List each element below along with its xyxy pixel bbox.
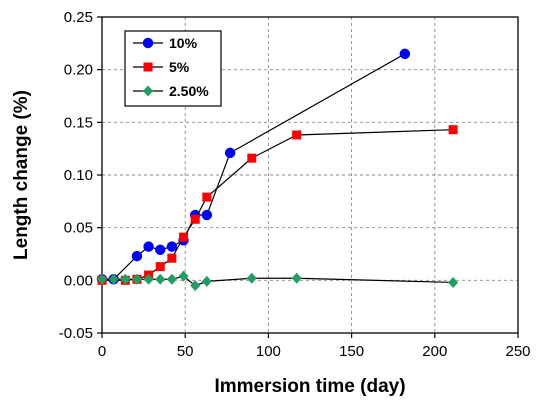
- series-2-50pct: [97, 270, 459, 292]
- diamond-marker: [120, 273, 131, 285]
- square-marker: [155, 262, 165, 272]
- diamond-marker: [143, 273, 154, 285]
- y-tick-label: 0.10: [64, 167, 93, 184]
- y-tick-label: 0.25: [64, 9, 93, 26]
- x-tick-label: 50: [177, 343, 194, 360]
- diamond-marker: [143, 85, 153, 97]
- diamond-marker: [108, 273, 119, 285]
- diamond-marker: [155, 273, 166, 285]
- circle-marker: [166, 241, 178, 252]
- square-marker: [190, 214, 200, 224]
- legend-label: 10%: [169, 35, 198, 51]
- series-5pct: [97, 125, 458, 285]
- legend: 10% 5% 2.50%: [124, 30, 222, 107]
- x-tick-label: 200: [422, 343, 447, 360]
- square-marker: [202, 192, 212, 202]
- diamond-marker: [190, 280, 201, 292]
- square-marker: [143, 62, 153, 72]
- legend-label: 2.50%: [169, 83, 209, 99]
- diamond-marker: [97, 273, 107, 285]
- grid: [102, 17, 518, 333]
- legend-item: 10%: [133, 35, 198, 51]
- circle-marker: [201, 209, 213, 221]
- x-tick-label: 250: [505, 343, 530, 360]
- diamond-marker: [166, 273, 177, 285]
- y-tick-label: 0.05: [64, 220, 93, 237]
- circle-marker: [154, 244, 166, 256]
- y-tick-label: -0.05: [59, 325, 93, 342]
- diamond-marker: [201, 275, 212, 287]
- series-layer: [96, 48, 459, 292]
- diamond-marker: [131, 273, 142, 285]
- x-tick-label: 0: [98, 343, 106, 360]
- legend-item: 5%: [133, 59, 190, 75]
- y-tick-label: 0.15: [64, 114, 93, 131]
- y-axis-title: Length change (%): [11, 90, 32, 260]
- square-marker: [247, 153, 257, 163]
- legend-label: 5%: [169, 59, 190, 75]
- series-line: [102, 129, 454, 281]
- x-axis-title: Immersion time (day): [214, 376, 405, 397]
- circle-marker: [142, 37, 154, 49]
- circle-marker: [131, 250, 143, 262]
- circle-marker: [399, 48, 411, 60]
- x-tick-label: 100: [256, 343, 281, 360]
- diamond-marker: [246, 272, 257, 284]
- series-line: [102, 275, 454, 287]
- circle-marker: [224, 147, 236, 159]
- diamond-marker: [178, 270, 189, 282]
- circle-marker: [143, 241, 154, 252]
- x-tick-label: 150: [339, 343, 364, 360]
- square-marker: [292, 130, 302, 140]
- square-marker: [448, 125, 458, 135]
- square-marker: [167, 253, 177, 263]
- diamond-marker: [448, 276, 459, 288]
- diamond-marker: [291, 272, 302, 284]
- y-tick-label: 0.20: [64, 62, 93, 79]
- square-marker: [179, 232, 189, 242]
- legend-item: 2.50%: [133, 83, 209, 99]
- y-tick-label: 0.00: [64, 272, 93, 289]
- axis-ticks: -0.05 0.00 0.05 0.10 0.15 0.20 0.25 0 50 100 150 20…: [59, 9, 531, 360]
